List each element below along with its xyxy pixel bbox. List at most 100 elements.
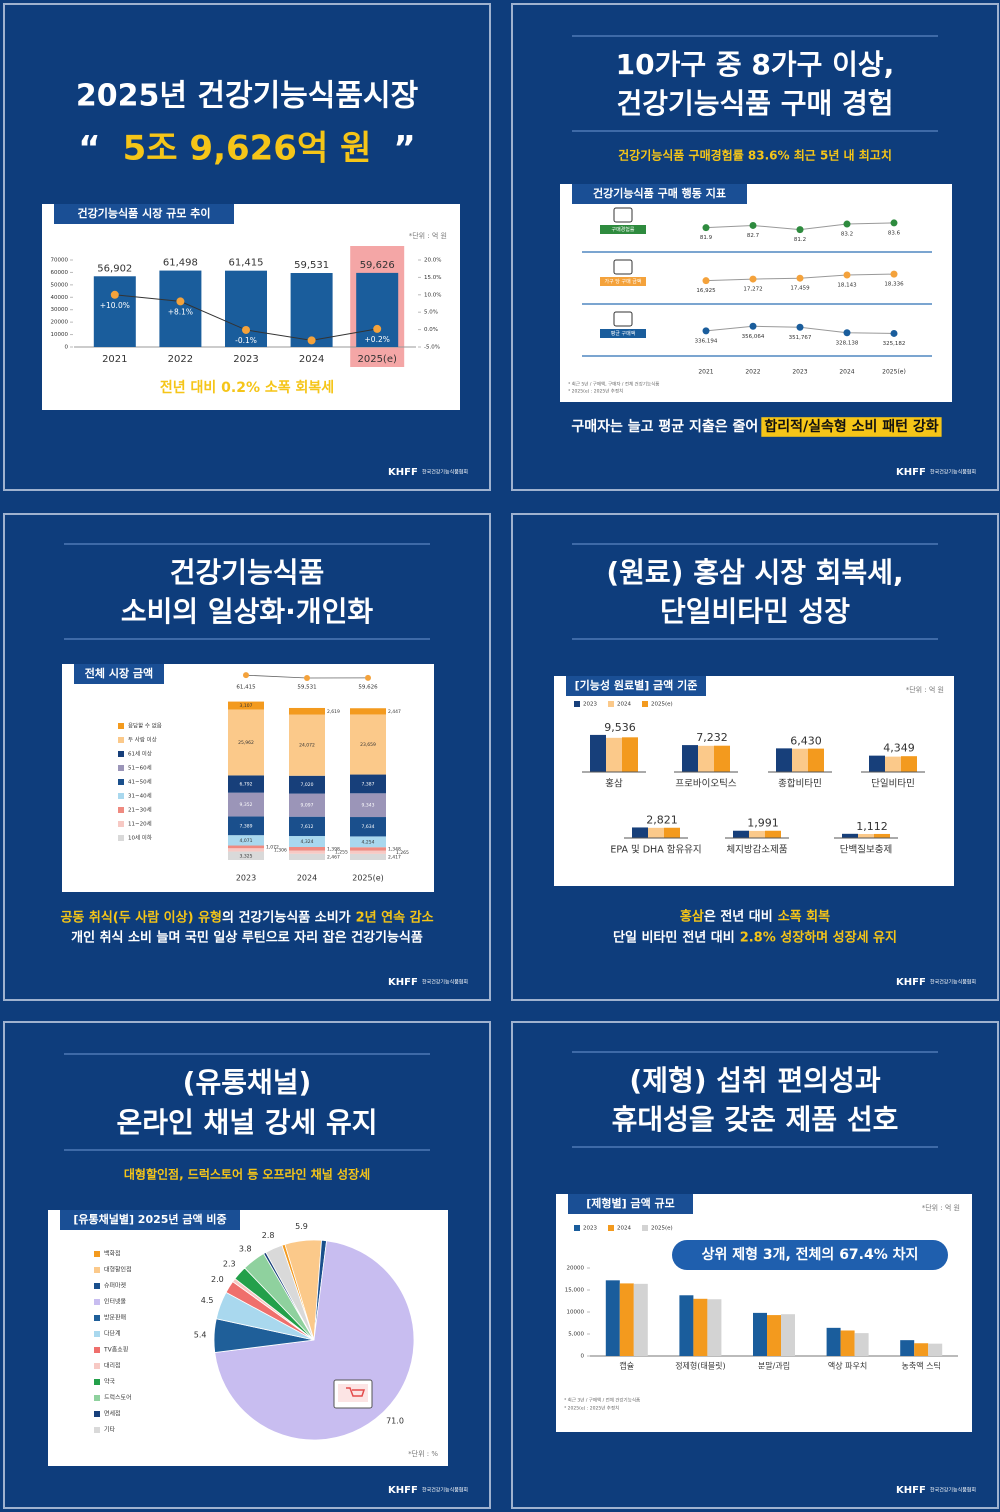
legend-swatch: [118, 807, 124, 813]
legend-swatch: [94, 1427, 100, 1433]
bar: [885, 756, 901, 772]
value-label: 24,072: [299, 743, 315, 749]
x-tick-label: 2024: [299, 354, 324, 365]
legend-label: 2024: [617, 1226, 631, 1232]
value-label: 5.9: [295, 1222, 308, 1231]
legend-label: 11~20세: [128, 820, 152, 828]
panel-title: 소비의 일상화·개인화: [121, 595, 373, 628]
bar: [781, 1314, 795, 1356]
row-point: [749, 221, 757, 229]
bar: [901, 756, 917, 772]
footer-text: 은 전년 대비: [704, 909, 773, 925]
bar-segment: [228, 835, 264, 846]
bar-segment: [350, 850, 386, 854]
value-label: 23,659: [360, 742, 376, 748]
bar-segment: [350, 774, 386, 794]
footer-text: 소폭 회복: [778, 909, 830, 925]
bar: [840, 1330, 855, 1356]
row-point: [843, 271, 851, 279]
value-label: 1,398: [327, 846, 340, 852]
y-tick-label: 60000: [51, 270, 69, 276]
bar: [826, 1327, 841, 1356]
value-label: 1,255: [335, 850, 348, 856]
footer-text: 홍삼: [680, 909, 704, 925]
legend-swatch: [94, 1331, 100, 1337]
bar-segment: [228, 845, 264, 849]
legend-label: 대형할인점: [104, 1266, 132, 1274]
bar-segment: [350, 793, 386, 818]
value-label: 2,821: [646, 813, 678, 826]
x-tick-label: 2023: [236, 874, 256, 883]
legend-label: 응답할 수 없음: [128, 722, 162, 730]
value-label: 336,194: [695, 338, 718, 344]
bar: [632, 827, 648, 838]
legend-swatch: [118, 723, 124, 729]
card-label: [기능성 원료별] 금액 기준: [575, 678, 698, 692]
bar: [698, 745, 714, 772]
value-label: 4,254: [362, 839, 375, 845]
bar: [733, 830, 749, 838]
footer-text: 2.8% 성장하며 성장세 유지: [740, 930, 897, 946]
panel-title: 건강기능식품: [170, 556, 325, 589]
legend-label: 2023: [583, 1226, 597, 1232]
bar: [679, 1295, 694, 1356]
card-tab: [568, 1194, 693, 1214]
rate-point: [373, 324, 382, 333]
bar-segment: [228, 848, 264, 852]
legend-label: 기타: [104, 1426, 116, 1434]
bar: [590, 734, 606, 772]
bar-segment: [350, 817, 386, 837]
value-label: 7,612: [301, 824, 314, 830]
legend-swatch: [94, 1299, 100, 1305]
bar: [606, 737, 622, 772]
logo: KHFF: [388, 467, 418, 478]
y2-tick-label: 5.0%: [424, 310, 438, 316]
panel-title: 단일비타민 성장: [660, 595, 850, 628]
org-name: 한국건강기능식품협회: [422, 469, 468, 476]
panel-title: 온라인 채널 강세 유지: [116, 1106, 377, 1139]
y-tick-label: 20000: [567, 1266, 585, 1272]
row-point: [749, 275, 757, 283]
bar: [792, 748, 808, 772]
legend-swatch: [94, 1251, 100, 1257]
legend-label: TV홈쇼핑: [103, 1346, 128, 1354]
legend-label: 백화점: [104, 1250, 121, 1258]
row-point: [702, 224, 710, 232]
icon: [346, 1387, 366, 1397]
rate-label: +10.0%: [100, 301, 130, 310]
y-tick-label: 0: [581, 1354, 585, 1360]
value-label: 9,352: [240, 802, 253, 808]
callout: [672, 1240, 948, 1270]
y-tick-label: 10000: [567, 1310, 585, 1316]
x-tick-label: 정제형(태블릿): [675, 1361, 725, 1371]
y-tick-label: 30000: [51, 307, 69, 313]
card-tab: [566, 676, 706, 696]
logo: KHFF: [896, 467, 926, 478]
row-pill: [600, 329, 646, 338]
panel-title: (원료) 홍삼 시장 회복세,: [606, 556, 903, 589]
icon: [338, 1384, 368, 1402]
bar-segment: [289, 775, 325, 794]
bar-segment: [350, 853, 386, 860]
row-pill: [600, 225, 646, 234]
value-label: 56,902: [97, 263, 132, 274]
value-label: 3,325: [240, 853, 253, 859]
x-tick-label: 2022: [168, 354, 193, 365]
legend-swatch: [574, 1225, 580, 1231]
panel-title: 휴대성을 갖춘 제품 선호: [612, 1103, 899, 1136]
org-name: 한국건강기능식품협회: [422, 979, 468, 986]
total-point: [365, 674, 371, 681]
org-name: 한국건강기능식품협회: [422, 1487, 468, 1494]
value-label: 1,348: [388, 846, 401, 852]
value-label: 1,072: [266, 844, 279, 850]
bar: [914, 1343, 929, 1356]
value-label: 356,064: [742, 334, 765, 340]
card-label: [제형별] 금액 규모: [586, 1196, 675, 1210]
footer-text: 구매자는 늘고 평균 지출은 줄어: [571, 418, 758, 435]
value-label: 71.0: [386, 1417, 404, 1426]
value-label: 18,143: [837, 282, 857, 288]
row-point: [843, 220, 851, 228]
footer-text: 단일 비타민: [613, 930, 677, 946]
total-point: [243, 672, 249, 679]
legend-swatch: [642, 1225, 648, 1231]
